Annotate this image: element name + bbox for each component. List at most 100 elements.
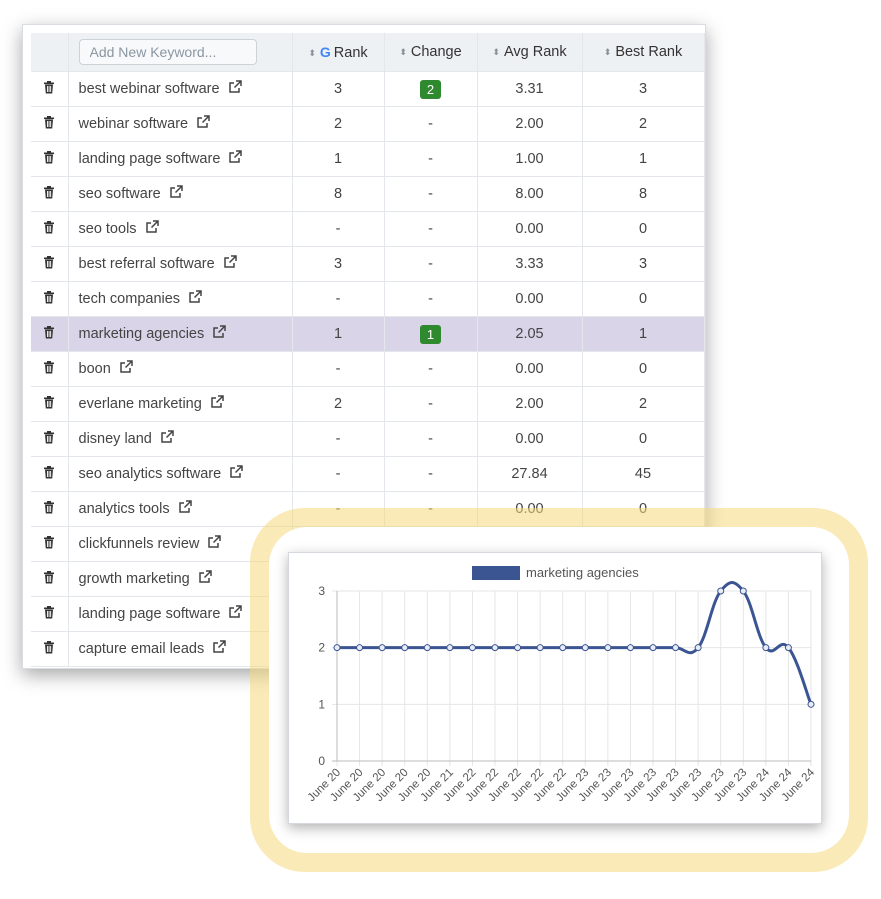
header-rank[interactable]: ⬍ G Rank: [292, 33, 385, 72]
trash-icon[interactable]: [43, 185, 55, 203]
delete-cell: [31, 71, 69, 107]
keyword-label[interactable]: analytics tools: [78, 501, 170, 517]
external-link-icon[interactable]: [169, 185, 183, 203]
trash-icon[interactable]: [43, 535, 55, 553]
external-link-icon[interactable]: [228, 150, 243, 168]
header-avg-rank[interactable]: ⬍ Avg Rank: [477, 33, 583, 72]
external-link-icon[interactable]: [212, 640, 226, 658]
avg-rank-cell: 8.00: [477, 176, 583, 212]
external-link-icon[interactable]: [178, 500, 192, 518]
keyword-label[interactable]: everlane marketing: [78, 396, 202, 412]
keyword-label[interactable]: landing page software: [78, 151, 221, 167]
external-link-icon[interactable]: [228, 80, 242, 98]
keyword-table-body: best webinar software 3 2 3.31 3 webinar soft…: [31, 71, 705, 667]
external-link-icon[interactable]: [196, 115, 210, 133]
trash-icon[interactable]: [43, 325, 55, 343]
external-link-icon[interactable]: [119, 360, 133, 378]
trash-icon[interactable]: [43, 255, 55, 273]
trash-icon[interactable]: [43, 395, 55, 413]
external-link-icon[interactable]: [229, 465, 243, 483]
avg-rank-cell: 3.33: [477, 246, 583, 282]
external-link-icon[interactable]: [160, 430, 174, 448]
table-row: seo software 8-8.00 8: [31, 176, 705, 212]
keyword-label[interactable]: tech companies: [78, 291, 181, 307]
trash-icon[interactable]: [43, 80, 55, 98]
best-rank-cell: 2: [582, 106, 705, 142]
keyword-label[interactable]: capture email leads: [78, 641, 205, 657]
keyword-cell: seo tools: [68, 211, 293, 247]
delete-cell: [31, 561, 69, 597]
keyword-label[interactable]: boon: [78, 361, 111, 377]
trash-icon[interactable]: [43, 465, 55, 483]
table-row: disney land - - 0.00 0: [31, 421, 705, 457]
keyword-cell: best webinar software: [68, 71, 293, 107]
external-link-icon[interactable]: [212, 325, 226, 343]
keyword-label[interactable]: growth marketing: [78, 571, 190, 587]
keyword-label[interactable]: webinar software: [78, 116, 189, 132]
change-value: -: [428, 151, 433, 167]
table-row: landing page software 1-1.00 1: [31, 141, 705, 177]
avg-rank-cell: 0.00: [477, 211, 583, 247]
external-link-icon[interactable]: [188, 290, 202, 308]
change-cell: 1: [384, 316, 478, 352]
change-cell: 2: [384, 71, 478, 107]
trash-icon[interactable]: [43, 500, 55, 518]
keyword-cell: marketing agencies: [68, 316, 293, 352]
trash-icon[interactable]: [43, 605, 55, 623]
change-cell: -: [384, 456, 478, 492]
delete-cell: [31, 281, 69, 317]
data-point: [536, 644, 544, 652]
avg-rank-cell: 0.00: [477, 281, 583, 317]
change-value: -: [428, 221, 433, 237]
chart-legend[interactable]: marketing agencies: [472, 565, 639, 580]
sort-icon: ⬍: [492, 47, 500, 57]
keyword-label[interactable]: seo software: [78, 186, 161, 202]
keyword-label[interactable]: seo analytics software: [78, 466, 222, 482]
trash-icon[interactable]: [43, 360, 55, 378]
rank-cell: -: [292, 421, 385, 457]
change-badge: 2: [419, 79, 442, 99]
rank-cell: 3: [292, 246, 385, 282]
change-cell: -: [384, 351, 478, 387]
data-point: [514, 644, 522, 652]
trash-icon[interactable]: [43, 640, 55, 658]
change-value: -: [428, 186, 433, 202]
data-point: [762, 644, 770, 652]
data-point: [491, 644, 499, 652]
data-point: [333, 644, 341, 652]
add-keyword-input[interactable]: [78, 39, 257, 65]
keyword-cell: seo analytics software: [68, 456, 293, 492]
keyword-label[interactable]: disney land: [78, 431, 152, 447]
external-link-icon[interactable]: [210, 395, 224, 413]
delete-cell: [31, 316, 69, 352]
trash-icon[interactable]: [43, 150, 55, 168]
trash-icon[interactable]: [43, 290, 55, 308]
external-link-icon[interactable]: [207, 535, 222, 553]
keyword-label[interactable]: best referral software: [78, 256, 215, 272]
rank-cell: -: [292, 211, 385, 247]
keyword-label[interactable]: best webinar software: [78, 81, 220, 97]
trash-icon[interactable]: [43, 430, 55, 448]
trash-icon[interactable]: [43, 570, 55, 588]
avg-rank-cell: 2.00: [477, 106, 583, 142]
header-change[interactable]: ⬍ Change: [384, 33, 478, 72]
header-best-rank[interactable]: ⬍ Best Rank: [582, 33, 705, 72]
avg-rank-cell: 2.05: [477, 316, 583, 352]
keyword-label[interactable]: marketing agencies: [78, 326, 205, 342]
keyword-label[interactable]: seo tools: [78, 221, 137, 237]
header-rank-label: Rank: [333, 44, 368, 61]
external-link-icon[interactable]: [198, 570, 212, 588]
trash-icon[interactable]: [43, 115, 55, 133]
external-link-icon[interactable]: [223, 255, 237, 273]
external-link-icon[interactable]: [228, 605, 243, 623]
data-point: [468, 644, 476, 652]
best-rank-cell: 1: [582, 141, 705, 177]
external-link-icon[interactable]: [145, 220, 159, 238]
keyword-label[interactable]: landing page software: [78, 606, 221, 622]
change-cell: -: [384, 211, 478, 247]
data-point: [378, 644, 386, 652]
avg-rank-cell: 1.00: [477, 141, 583, 177]
trash-icon[interactable]: [43, 220, 55, 238]
keyword-label[interactable]: clickfunnels review: [78, 536, 200, 552]
